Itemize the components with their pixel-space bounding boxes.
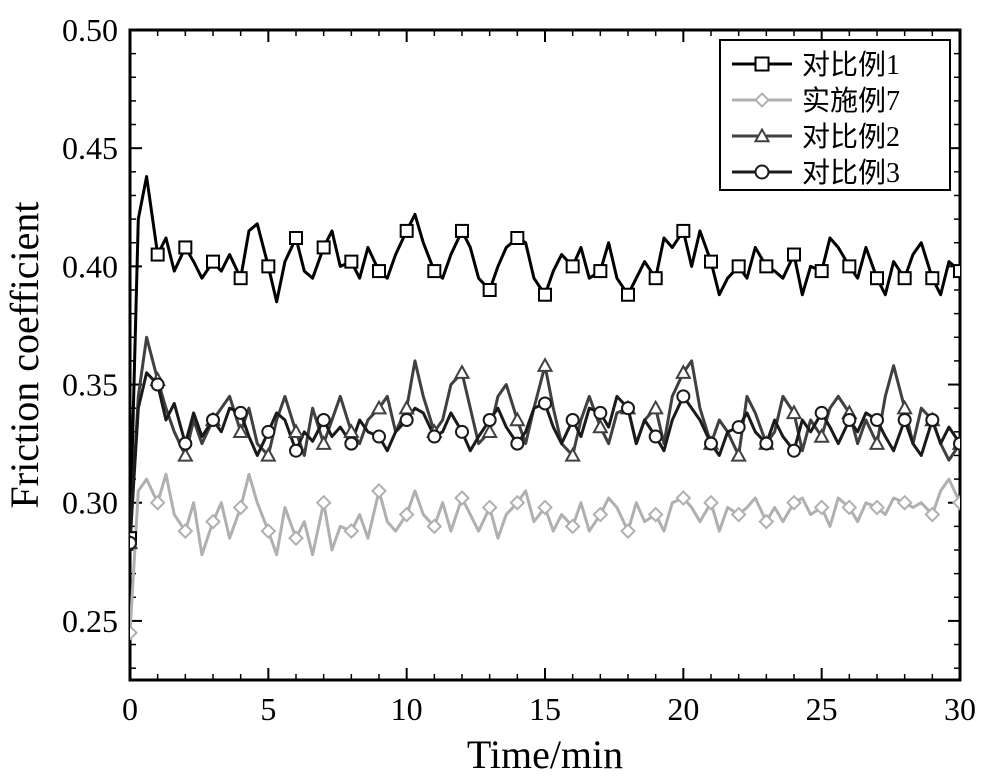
svg-text:30: 30 (944, 691, 976, 727)
svg-text:15: 15 (529, 691, 561, 727)
svg-text:对比例2: 对比例2 (802, 121, 900, 153)
svg-text:对比例1: 对比例1 (802, 49, 900, 81)
svg-text:0.25: 0.25 (62, 603, 118, 639)
svg-text:对比例3: 对比例3 (802, 157, 900, 189)
svg-text:20: 20 (667, 691, 699, 727)
svg-text:10: 10 (391, 691, 423, 727)
svg-text:0.35: 0.35 (62, 367, 118, 403)
svg-text:5: 5 (260, 691, 276, 727)
svg-text:25: 25 (806, 691, 838, 727)
svg-text:0: 0 (122, 691, 138, 727)
svg-text:Time/min: Time/min (467, 732, 623, 777)
svg-text:0.30: 0.30 (62, 485, 118, 521)
chart-container: 0 5 10 15 20 25 30 0.25 0.30 0.35 0.40 0.45 0.50 Time… (0, 0, 1000, 780)
svg-text:实施例7: 实施例7 (802, 85, 900, 117)
svg-text:0.45: 0.45 (62, 130, 118, 166)
friction-chart: 0 5 10 15 20 25 30 0.25 0.30 0.35 0.40 0.45 0.50 Time… (0, 0, 1000, 780)
svg-text:0.50: 0.50 (62, 12, 118, 48)
svg-text:0.40: 0.40 (62, 248, 118, 284)
svg-text:Friction coefficient: Friction coefficient (2, 202, 47, 509)
